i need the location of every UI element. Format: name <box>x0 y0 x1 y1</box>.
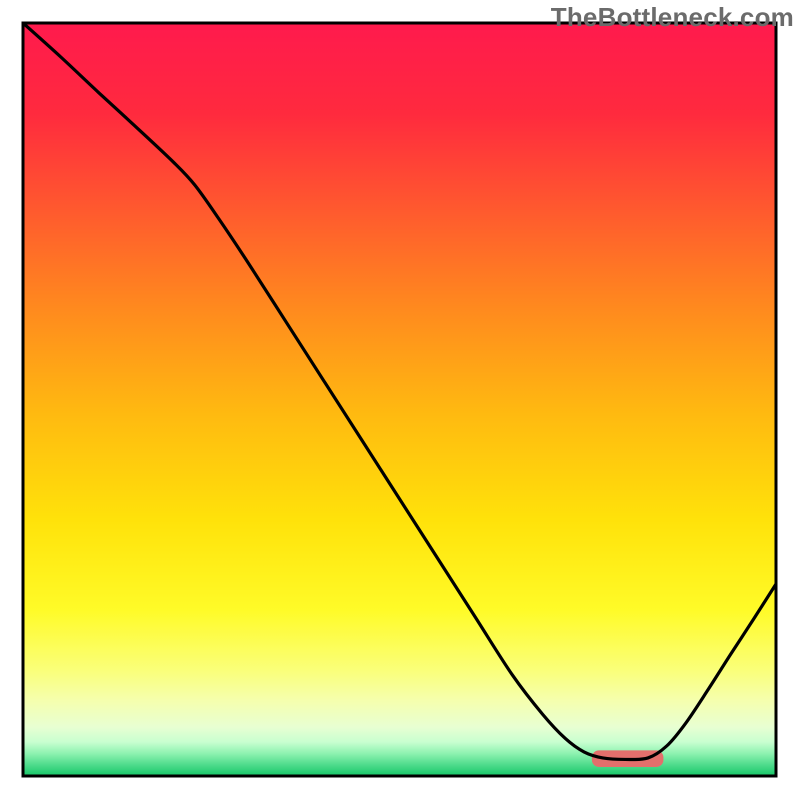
chart-svg <box>0 0 800 800</box>
chart-canvas: TheBottleneck.com <box>0 0 800 800</box>
plot-area <box>23 23 776 776</box>
gradient-background <box>23 23 776 776</box>
watermark-label: TheBottleneck.com <box>551 2 794 33</box>
